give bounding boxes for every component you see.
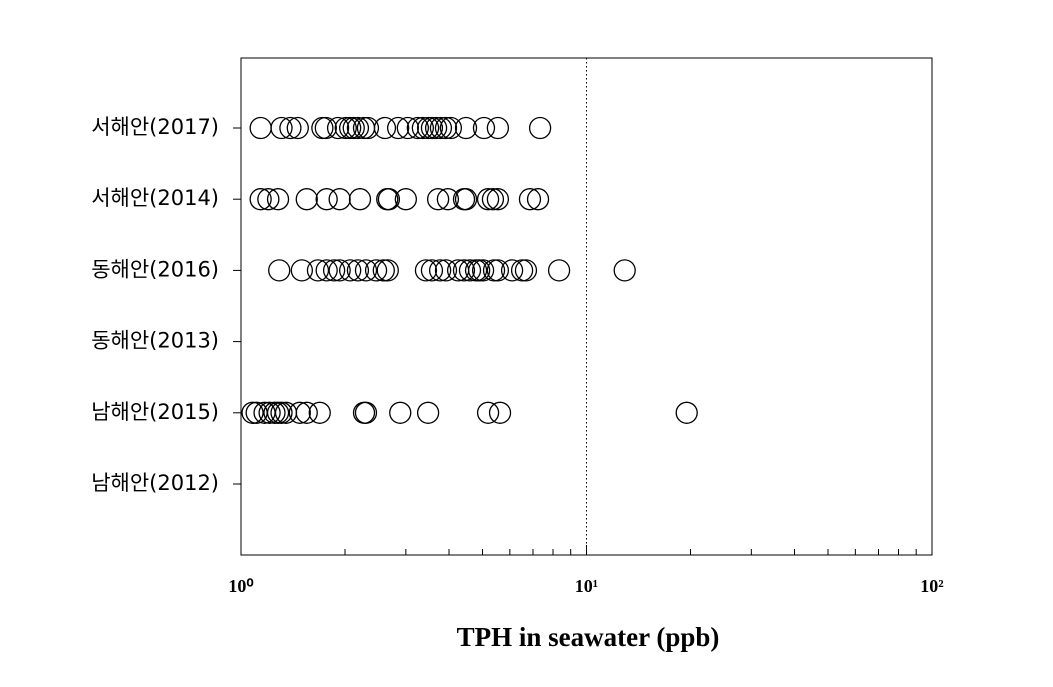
- point: [339, 259, 362, 282]
- point: [482, 259, 506, 282]
- point: [514, 259, 538, 282]
- point: [258, 401, 281, 424]
- point: [372, 259, 395, 282]
- point: [356, 116, 380, 140]
- point: [268, 259, 291, 282]
- point: [270, 116, 293, 140]
- point: [290, 259, 313, 282]
- y-tick-label: 서해안(2014): [91, 186, 219, 210]
- point: [389, 401, 412, 424]
- point: [481, 188, 505, 211]
- point: [486, 188, 510, 211]
- x-tick-label: 10⁰: [228, 576, 253, 596]
- x-tick-label: 10¹: [575, 576, 598, 596]
- point: [386, 116, 410, 140]
- point: [434, 259, 458, 282]
- point: [249, 116, 272, 140]
- point: [416, 116, 440, 140]
- point: [528, 116, 552, 140]
- point: [334, 116, 357, 140]
- point: [547, 259, 571, 282]
- point: [476, 188, 500, 211]
- point: [486, 116, 510, 140]
- point: [471, 259, 495, 282]
- point: [429, 116, 453, 140]
- point: [428, 259, 452, 282]
- point: [406, 116, 430, 140]
- y-tick-label: 동해안(2016): [91, 257, 219, 281]
- point: [411, 116, 435, 140]
- y-tick-label: 남해안(2012): [91, 471, 219, 495]
- point: [434, 116, 458, 140]
- point: [328, 259, 351, 282]
- point: [322, 259, 346, 282]
- point: [526, 188, 550, 211]
- point: [295, 401, 318, 424]
- point: [468, 259, 491, 282]
- point: [454, 188, 478, 211]
- point: [352, 401, 376, 424]
- point: [328, 188, 351, 211]
- point: [436, 188, 460, 211]
- point: [454, 116, 478, 140]
- point: [420, 116, 444, 140]
- point: [308, 401, 331, 424]
- y-tick-label: 동해안(2013): [91, 329, 219, 353]
- point: [420, 259, 444, 282]
- point: [394, 188, 417, 211]
- point: [500, 259, 524, 282]
- point: [354, 259, 378, 282]
- point: [314, 116, 337, 140]
- point: [295, 188, 318, 211]
- point: [476, 401, 500, 424]
- point: [486, 259, 510, 282]
- point: [342, 116, 365, 140]
- y-tick-label: 서해안(2017): [91, 115, 219, 139]
- point: [416, 401, 440, 424]
- point: [376, 188, 399, 211]
- point: [288, 401, 311, 424]
- point: [266, 188, 290, 211]
- x-axis-title: TPH in seawater (ppb): [457, 622, 720, 652]
- point: [426, 188, 450, 211]
- point: [472, 116, 496, 140]
- point: [354, 401, 378, 424]
- point: [376, 259, 399, 282]
- point: [306, 259, 330, 282]
- point: [373, 116, 397, 140]
- point: [452, 259, 476, 282]
- point: [346, 259, 370, 282]
- point: [270, 401, 293, 424]
- point: [364, 259, 388, 282]
- point: [458, 259, 482, 282]
- point: [377, 188, 401, 211]
- point: [241, 401, 264, 424]
- point: [510, 259, 534, 282]
- point: [414, 259, 438, 282]
- y-tick-label: 남해안(2015): [91, 400, 219, 424]
- point: [348, 188, 372, 211]
- point: [613, 259, 636, 282]
- point: [346, 116, 370, 140]
- point: [326, 116, 350, 140]
- point: [452, 188, 476, 211]
- point: [518, 188, 542, 211]
- point: [279, 116, 302, 140]
- x-tick-label: 10²: [920, 576, 943, 596]
- point: [257, 188, 280, 211]
- point: [439, 116, 463, 140]
- point: [488, 401, 512, 424]
- point: [249, 188, 272, 211]
- point: [315, 259, 338, 282]
- point: [286, 116, 309, 140]
- point: [424, 116, 448, 140]
- point: [675, 401, 698, 424]
- point: [315, 188, 338, 211]
- point: [396, 116, 419, 140]
